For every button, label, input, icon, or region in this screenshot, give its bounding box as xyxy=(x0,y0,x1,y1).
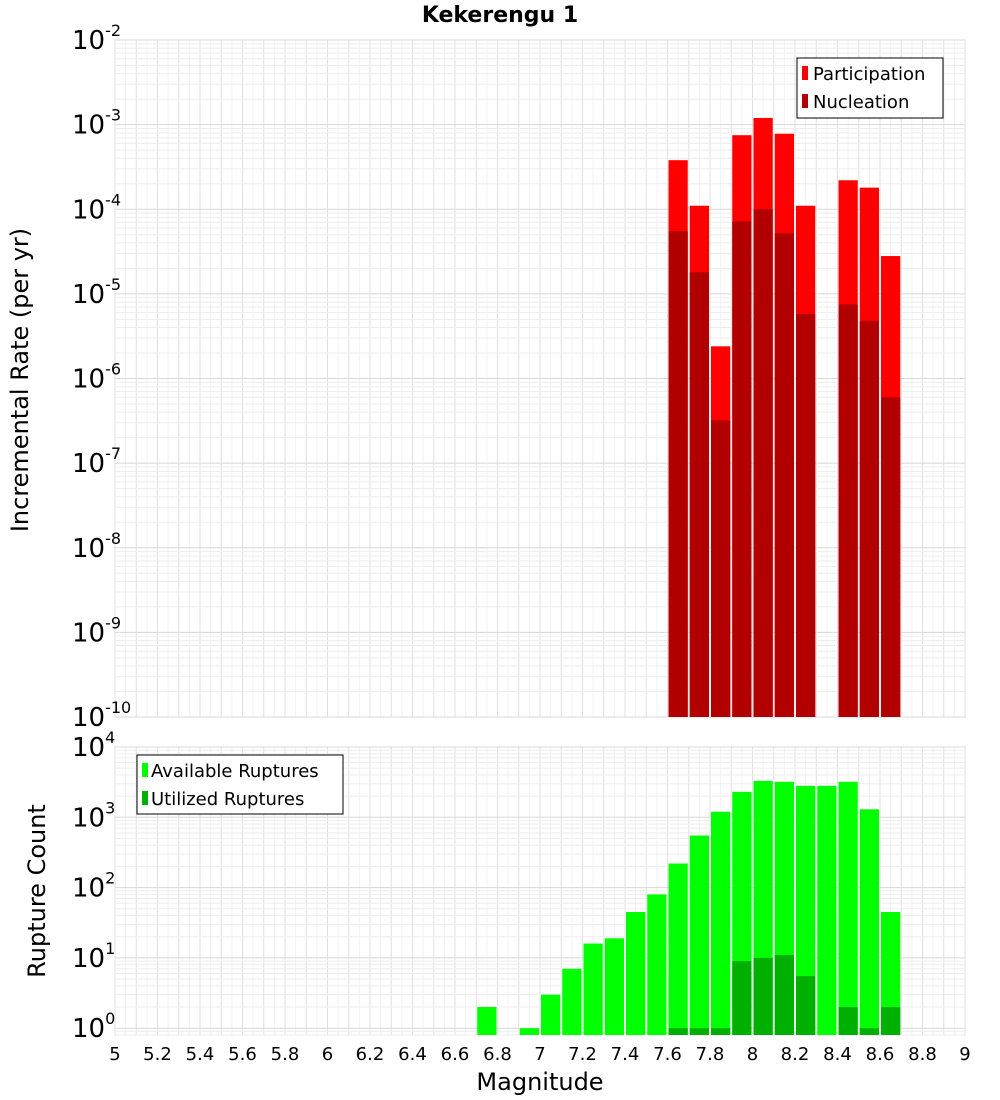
legend-swatch-utilized xyxy=(142,791,148,805)
x-tick-label: 6 xyxy=(322,1044,333,1065)
top-y-tick-label: 10-3 xyxy=(72,106,121,141)
bottom-bar-series-0 xyxy=(668,863,688,1035)
bottom-y-tick-label: 103 xyxy=(72,798,115,833)
legend-swatch-available xyxy=(142,763,148,777)
top-legend-box xyxy=(796,57,944,119)
x-axis-label: Magnitude xyxy=(476,1068,603,1096)
top-bar-series-1 xyxy=(689,272,709,717)
x-tick-label: 7.8 xyxy=(696,1044,725,1065)
x-tick-label: 7 xyxy=(534,1044,545,1065)
bottom-panel: 100 101 102 103 104 5 5.2 5.4 5.6 5.8 6 6.2 6.4 6.6 6… xyxy=(23,728,971,1096)
top-bar-series-1 xyxy=(774,233,794,718)
top-bar-series-1 xyxy=(711,420,731,717)
x-tick-label: 7.2 xyxy=(568,1044,597,1065)
top-bar-series-1 xyxy=(796,313,816,717)
top-bar-series-1 xyxy=(859,320,879,717)
legend-label-available: Available Ruptures xyxy=(151,761,319,782)
top-bar-series-1 xyxy=(668,231,688,717)
bottom-y-tick-label: 104 xyxy=(72,728,115,763)
top-bars xyxy=(668,117,901,718)
top-grid xyxy=(114,39,966,718)
legend-swatch-nucleation xyxy=(802,94,808,108)
bottom-y-axis-label: Rupture Count xyxy=(23,804,51,978)
top-y-axis-label: Incremental Rate (per yr) xyxy=(6,228,34,532)
bottom-bar-series-0 xyxy=(817,785,837,1035)
bottom-bar-series-0 xyxy=(562,968,582,1035)
bottom-bar-series-1 xyxy=(668,1028,688,1035)
x-tick-label: 7.4 xyxy=(611,1044,640,1065)
top-y-tick-label: 10-9 xyxy=(72,613,121,648)
bottom-bar-series-0 xyxy=(519,1028,539,1035)
x-tick-label: 8.8 xyxy=(908,1044,937,1065)
x-tick-label: 8.6 xyxy=(866,1044,895,1065)
bottom-y-tick-label: 100 xyxy=(72,1009,115,1044)
x-tick-label: 6.2 xyxy=(356,1044,385,1065)
x-tick-label: 7.6 xyxy=(653,1044,682,1065)
x-tick-label: 8.2 xyxy=(781,1044,810,1065)
top-bar-series-1 xyxy=(881,397,901,717)
legend-label-utilized: Utilized Ruptures xyxy=(151,789,304,810)
bottom-bar-series-1 xyxy=(753,957,773,1035)
bottom-y-tick-label: 102 xyxy=(72,869,115,904)
bottom-bar-series-0 xyxy=(626,911,646,1035)
top-bar-series-1 xyxy=(753,209,773,717)
bottom-bar-series-0 xyxy=(604,938,624,1035)
bottom-bar-series-1 xyxy=(774,954,794,1035)
top-y-tick-label: 10-7 xyxy=(72,444,121,479)
bottom-bar-series-0 xyxy=(838,781,858,1035)
bottom-bar-series-0 xyxy=(541,994,561,1035)
x-tick-label: 5.8 xyxy=(271,1044,300,1065)
bottom-bar-series-1 xyxy=(732,961,752,1035)
top-y-tick-label: 10-4 xyxy=(72,190,121,225)
x-tick-label: 6.6 xyxy=(441,1044,470,1065)
bottom-bar-series-0 xyxy=(689,835,709,1035)
x-tick-label: 5 xyxy=(109,1044,120,1065)
bottom-bar-series-0 xyxy=(796,785,816,1035)
x-tick-label: 6.4 xyxy=(398,1044,427,1065)
bottom-bar-series-1 xyxy=(689,1028,709,1035)
top-legend: Participation Nucleation xyxy=(796,57,944,119)
bottom-bar-series-1 xyxy=(859,1028,879,1035)
top-y-tick-label: 10-5 xyxy=(72,275,121,310)
bottom-bar-series-1 xyxy=(838,1007,858,1035)
legend-swatch-participation xyxy=(802,66,808,80)
bottom-y-tick-label: 101 xyxy=(72,939,115,974)
bottom-legend-box xyxy=(136,754,344,815)
top-y-tick-labels: 10-10 10-9 10-8 10-7 10-6 10-5 10-4 10-3 10-2 xyxy=(72,21,131,733)
top-panel: 10-10 10-9 10-8 10-7 10-6 10-5 10-4 10-3 10-2 In… xyxy=(6,21,966,733)
bottom-bar-series-1 xyxy=(796,976,816,1035)
bottom-bar-series-0 xyxy=(711,811,731,1035)
top-bar-series-1 xyxy=(732,221,752,717)
bottom-y-tick-labels: 100 101 102 103 104 xyxy=(72,728,115,1044)
bottom-bar-series-0 xyxy=(647,894,667,1035)
x-tick-label: 8 xyxy=(747,1044,758,1065)
bottom-bars xyxy=(477,780,901,1035)
x-tick-label: 8.4 xyxy=(823,1044,852,1065)
x-tick-labels: 5 5.2 5.4 5.6 5.8 6 6.2 6.4 6.6 6.8 7 7.2 7.4 7.6 7.8 8… xyxy=(109,1044,970,1065)
bottom-bar-series-0 xyxy=(583,943,603,1035)
x-tick-label: 9 xyxy=(959,1044,970,1065)
top-bar-series-1 xyxy=(838,304,858,717)
chart-title: Kekerengu 1 xyxy=(422,3,578,28)
bottom-bar-series-0 xyxy=(859,809,879,1035)
legend-label-nucleation: Nucleation xyxy=(813,92,909,113)
bottom-legend: Available Ruptures Utilized Ruptures xyxy=(136,754,344,815)
top-y-tick-label: 10-2 xyxy=(72,21,121,56)
x-tick-label: 5.4 xyxy=(186,1044,215,1065)
bottom-bar-series-1 xyxy=(881,1007,901,1035)
bottom-bar-series-0 xyxy=(477,1007,497,1035)
x-tick-label: 5.6 xyxy=(228,1044,257,1065)
bottom-bar-series-1 xyxy=(711,1028,731,1035)
legend-label-participation: Participation xyxy=(813,64,925,85)
top-y-tick-label: 10-6 xyxy=(72,360,121,395)
top-y-tick-label: 10-10 xyxy=(72,698,131,733)
x-tick-label: 5.2 xyxy=(143,1044,172,1065)
bottom-bar-series-0 xyxy=(881,911,901,1035)
top-y-tick-label: 10-8 xyxy=(72,529,121,564)
x-tick-label: 6.8 xyxy=(483,1044,512,1065)
